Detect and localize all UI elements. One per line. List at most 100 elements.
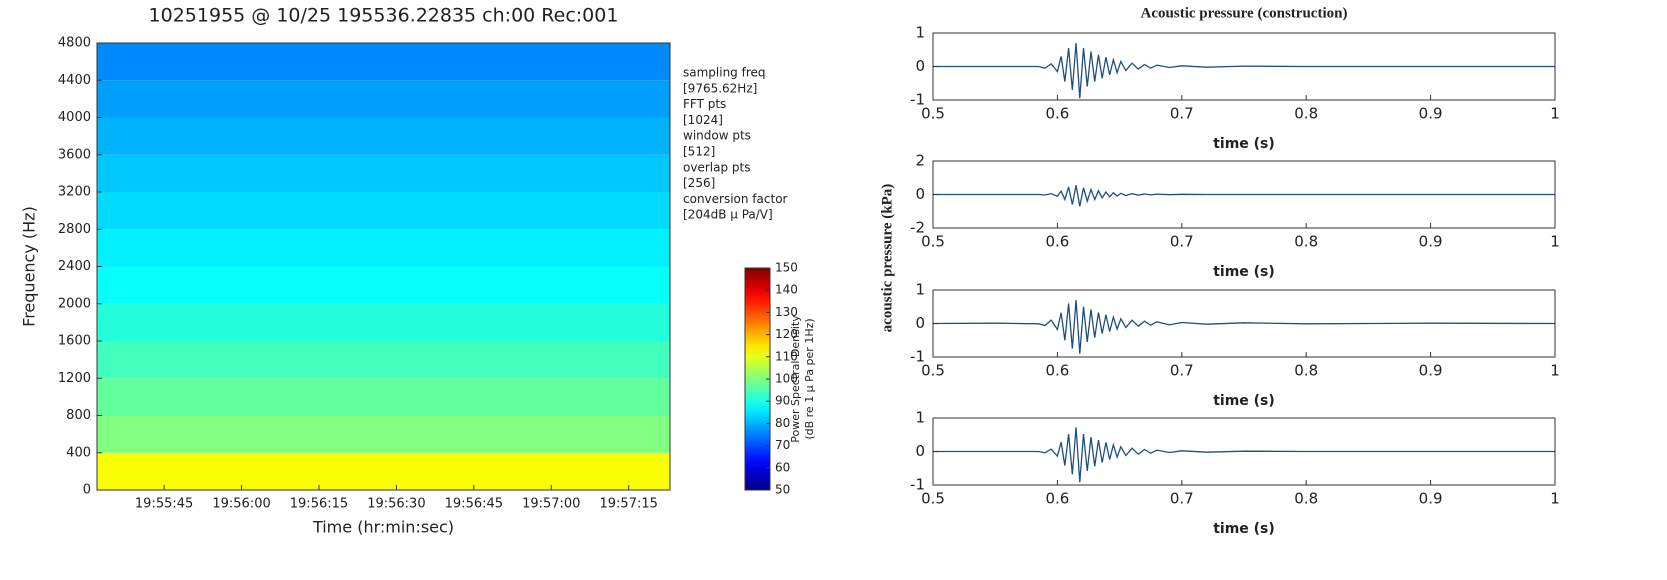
y-tick-label: 0 (915, 185, 925, 203)
y-tick-label: 400 (66, 445, 91, 460)
waveform-line (933, 185, 1555, 207)
colorbar-tick-label: 150 (775, 261, 798, 275)
spectrogram-band (97, 154, 670, 192)
annotation: conversion factor (683, 192, 788, 206)
y-tick-label: 1 (915, 24, 925, 42)
annotation: sampling freq (683, 66, 766, 80)
annotation: FFT pts (683, 97, 726, 111)
colorbar-tick-label: 90 (775, 394, 790, 408)
y-tick-label: 0 (915, 314, 925, 332)
x-tick-label: 19:56:00 (212, 497, 270, 512)
y-tick-label: -1 (910, 476, 925, 494)
annotation: [1024] (683, 113, 723, 127)
y-tick-label: -1 (910, 91, 925, 109)
waveform-line (933, 427, 1555, 483)
spectrogram-band (97, 378, 670, 416)
x-tick-label: 0.6 (1045, 233, 1069, 251)
x-tick-label: 1 (1550, 490, 1560, 508)
x-tick-label: 0.5 (921, 105, 945, 123)
spectrogram-band (97, 43, 670, 81)
x-tick-label: 19:56:15 (290, 497, 348, 512)
x-tick-label: 1 (1550, 105, 1560, 123)
colorbar-label: (dB re 1 μ Pa per 1Hz) (803, 318, 816, 439)
spectrogram-band (97, 415, 670, 453)
x-axis-label: time (s) (1213, 264, 1275, 280)
spectrogram-band (97, 229, 670, 267)
annotation: [512] (683, 145, 715, 159)
colorbar-tick-label: 100 (775, 372, 798, 386)
waveform-line (933, 42, 1555, 99)
colorbar-tick-label: 110 (775, 349, 798, 363)
y-tick-label: 4800 (58, 36, 91, 51)
colorbar-tick-label: 140 (775, 283, 798, 297)
x-tick-label: 0.7 (1170, 490, 1194, 508)
x-tick-label: 19:56:30 (367, 497, 425, 512)
spectrogram-band (97, 192, 670, 230)
y-axis-label: Frequency (Hz) (20, 206, 39, 327)
colorbar-tick-label: 70 (775, 438, 790, 452)
x-tick-label: 0.9 (1419, 233, 1443, 251)
y-tick-label: 1200 (58, 371, 91, 386)
spectrogram-band (97, 452, 670, 490)
y-tick-label: -2 (910, 219, 925, 237)
x-tick-label: 0.5 (921, 233, 945, 251)
spectrogram-band (97, 266, 670, 304)
x-tick-label: 0.7 (1170, 362, 1194, 380)
y-tick-label: 0 (83, 483, 91, 498)
x-tick-label: 0.9 (1419, 490, 1443, 508)
x-tick-label: 0.7 (1170, 233, 1194, 251)
chart-title: Acoustic pressure (construction) (1141, 5, 1348, 21)
x-tick-label: 0.6 (1045, 490, 1069, 508)
x-tick-label: 19:57:00 (522, 497, 580, 512)
x-tick-label: 19:55:45 (135, 497, 193, 512)
y-tick-label: 2800 (58, 222, 91, 237)
y-tick-label: 4000 (58, 110, 91, 125)
x-tick-label: 1 (1550, 362, 1560, 380)
spectrogram-band (97, 341, 670, 379)
x-tick-label: 1 (1550, 233, 1560, 251)
x-tick-label: 0.8 (1294, 490, 1318, 508)
x-tick-label: 0.9 (1419, 362, 1443, 380)
colorbar-tick-label: 80 (775, 416, 790, 430)
annotation: [204dB μ Pa/V] (683, 208, 773, 222)
colorbar-tick-label: 120 (775, 327, 798, 341)
y-tick-label: 800 (66, 408, 91, 423)
chart-title: 10251955 @ 10/25 195536.22835 ch:00 Rec:… (149, 5, 619, 27)
y-tick-label: 2400 (58, 259, 91, 274)
x-tick-label: 0.8 (1294, 105, 1318, 123)
annotation: window pts (683, 129, 751, 143)
colorbar-tick-label: 50 (775, 483, 790, 497)
y-tick-label: 1600 (58, 334, 91, 349)
x-axis-label: time (s) (1213, 521, 1275, 537)
colorbar-tick-label: 60 (775, 460, 790, 474)
y-tick-label: 1 (915, 281, 925, 299)
y-tick-label: 0 (915, 442, 925, 460)
colorbar-tick-label: 130 (775, 305, 798, 319)
waveform-line (932, 300, 1556, 354)
x-tick-label: 0.8 (1294, 233, 1318, 251)
y-axis-label: acoustic pressure (kPa) (879, 184, 895, 333)
y-tick-label: 3200 (58, 185, 91, 200)
x-axis-label: Time (hr:min:sec) (312, 518, 454, 537)
y-tick-label: 0 (915, 57, 925, 75)
x-tick-label: 0.5 (921, 362, 945, 380)
annotation: [9765.62Hz] (683, 81, 757, 95)
spectrogram-band (97, 303, 670, 341)
x-axis-label: time (s) (1213, 136, 1275, 152)
y-tick-label: 2 (915, 152, 925, 170)
x-axis-label: time (s) (1213, 393, 1275, 409)
annotation: [256] (683, 176, 715, 190)
spectrogram-band (97, 117, 670, 155)
spectrogram-band (97, 80, 670, 118)
annotation: overlap pts (683, 160, 750, 174)
y-tick-label: -1 (910, 348, 925, 366)
x-tick-label: 0.6 (1045, 362, 1069, 380)
x-tick-label: 0.6 (1045, 105, 1069, 123)
x-tick-label: 19:56:45 (445, 497, 503, 512)
y-tick-label: 4400 (58, 73, 91, 88)
x-tick-label: 0.9 (1419, 105, 1443, 123)
y-tick-label: 2000 (58, 296, 91, 311)
